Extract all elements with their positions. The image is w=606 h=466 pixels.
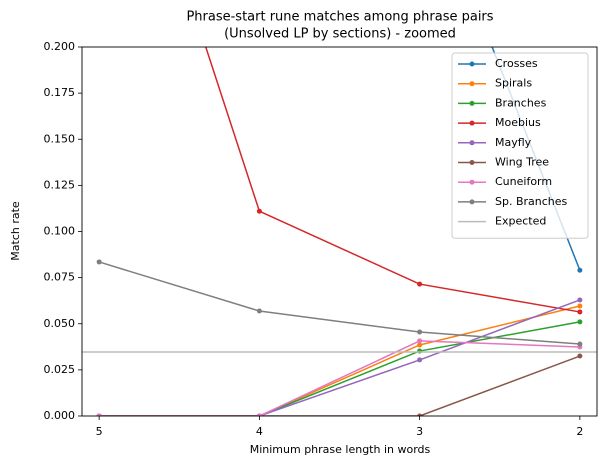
data-point bbox=[577, 303, 583, 309]
y-axis-label: Match rate bbox=[9, 201, 22, 261]
data-point bbox=[417, 348, 423, 354]
x-tick-label: 3 bbox=[416, 425, 423, 438]
legend-label: Cuneiform bbox=[495, 175, 552, 188]
y-tick-label: 0.125 bbox=[44, 178, 76, 191]
y-tick-label: 0.100 bbox=[44, 225, 76, 238]
series-line bbox=[99, 340, 580, 416]
series-line bbox=[204, 47, 580, 313]
series-line bbox=[99, 321, 580, 416]
legend-label: Crosses bbox=[495, 57, 538, 70]
data-point bbox=[417, 413, 423, 416]
legend-marker bbox=[469, 179, 475, 185]
legend-label: Branches bbox=[495, 96, 547, 109]
legend-marker bbox=[469, 160, 475, 165]
data-point bbox=[417, 357, 423, 363]
x-tick-label: 4 bbox=[256, 425, 263, 438]
series-line bbox=[99, 305, 581, 416]
data-point bbox=[256, 308, 262, 314]
data-point bbox=[577, 341, 583, 347]
x-tick-label: 5 bbox=[96, 425, 103, 438]
data-point bbox=[417, 338, 423, 344]
data-point bbox=[577, 353, 583, 359]
data-point bbox=[577, 319, 583, 325]
data-point bbox=[417, 342, 423, 348]
x-axis-label: Minimum phrase length in words bbox=[250, 443, 431, 456]
data-point bbox=[417, 329, 423, 335]
data-point bbox=[577, 267, 583, 273]
legend-marker bbox=[469, 199, 475, 205]
legend-marker bbox=[469, 120, 475, 126]
data-point bbox=[256, 208, 262, 214]
legend-label: Sp. Branches bbox=[495, 195, 568, 208]
series-line bbox=[99, 355, 581, 416]
data-point bbox=[577, 297, 583, 303]
y-tick-label: 0.075 bbox=[44, 271, 76, 284]
y-tick-label: 0.175 bbox=[44, 86, 76, 99]
legend-label: Wing Tree bbox=[495, 156, 549, 169]
data-point bbox=[256, 413, 262, 416]
plot-area bbox=[82, 47, 597, 416]
chart-title: Phrase-start rune matches among phrase p… bbox=[186, 10, 493, 25]
series-line bbox=[98, 261, 580, 345]
legend-marker bbox=[469, 61, 475, 67]
data-point bbox=[417, 281, 423, 287]
y-tick-label: 0.025 bbox=[44, 363, 76, 376]
legend-label: Moebius bbox=[495, 116, 541, 129]
legend-label: Spirals bbox=[495, 77, 532, 90]
data-point bbox=[577, 309, 583, 315]
data-point bbox=[96, 413, 102, 416]
legend-label: Expected bbox=[495, 215, 546, 228]
legend-box bbox=[451, 52, 589, 239]
legend-marker bbox=[469, 100, 475, 106]
legend-marker bbox=[469, 140, 475, 146]
legend: Crosses Spirals Branches Moebius Mayfly Wing … bbox=[451, 52, 589, 239]
y-tick-label: 0.050 bbox=[44, 317, 76, 330]
chart-subtitle: (Unsolved LP by sections) - zoomed bbox=[224, 27, 456, 42]
y-tick-label: 0.000 bbox=[44, 409, 76, 422]
data-point bbox=[96, 259, 102, 265]
y-tick-label: 0.150 bbox=[44, 132, 76, 145]
series-line bbox=[99, 299, 581, 416]
legend-marker bbox=[469, 81, 475, 87]
legend-label: Mayfly bbox=[495, 136, 532, 149]
x-tick-label: 2 bbox=[576, 425, 583, 438]
y-tick-label: 0.200 bbox=[44, 40, 76, 53]
